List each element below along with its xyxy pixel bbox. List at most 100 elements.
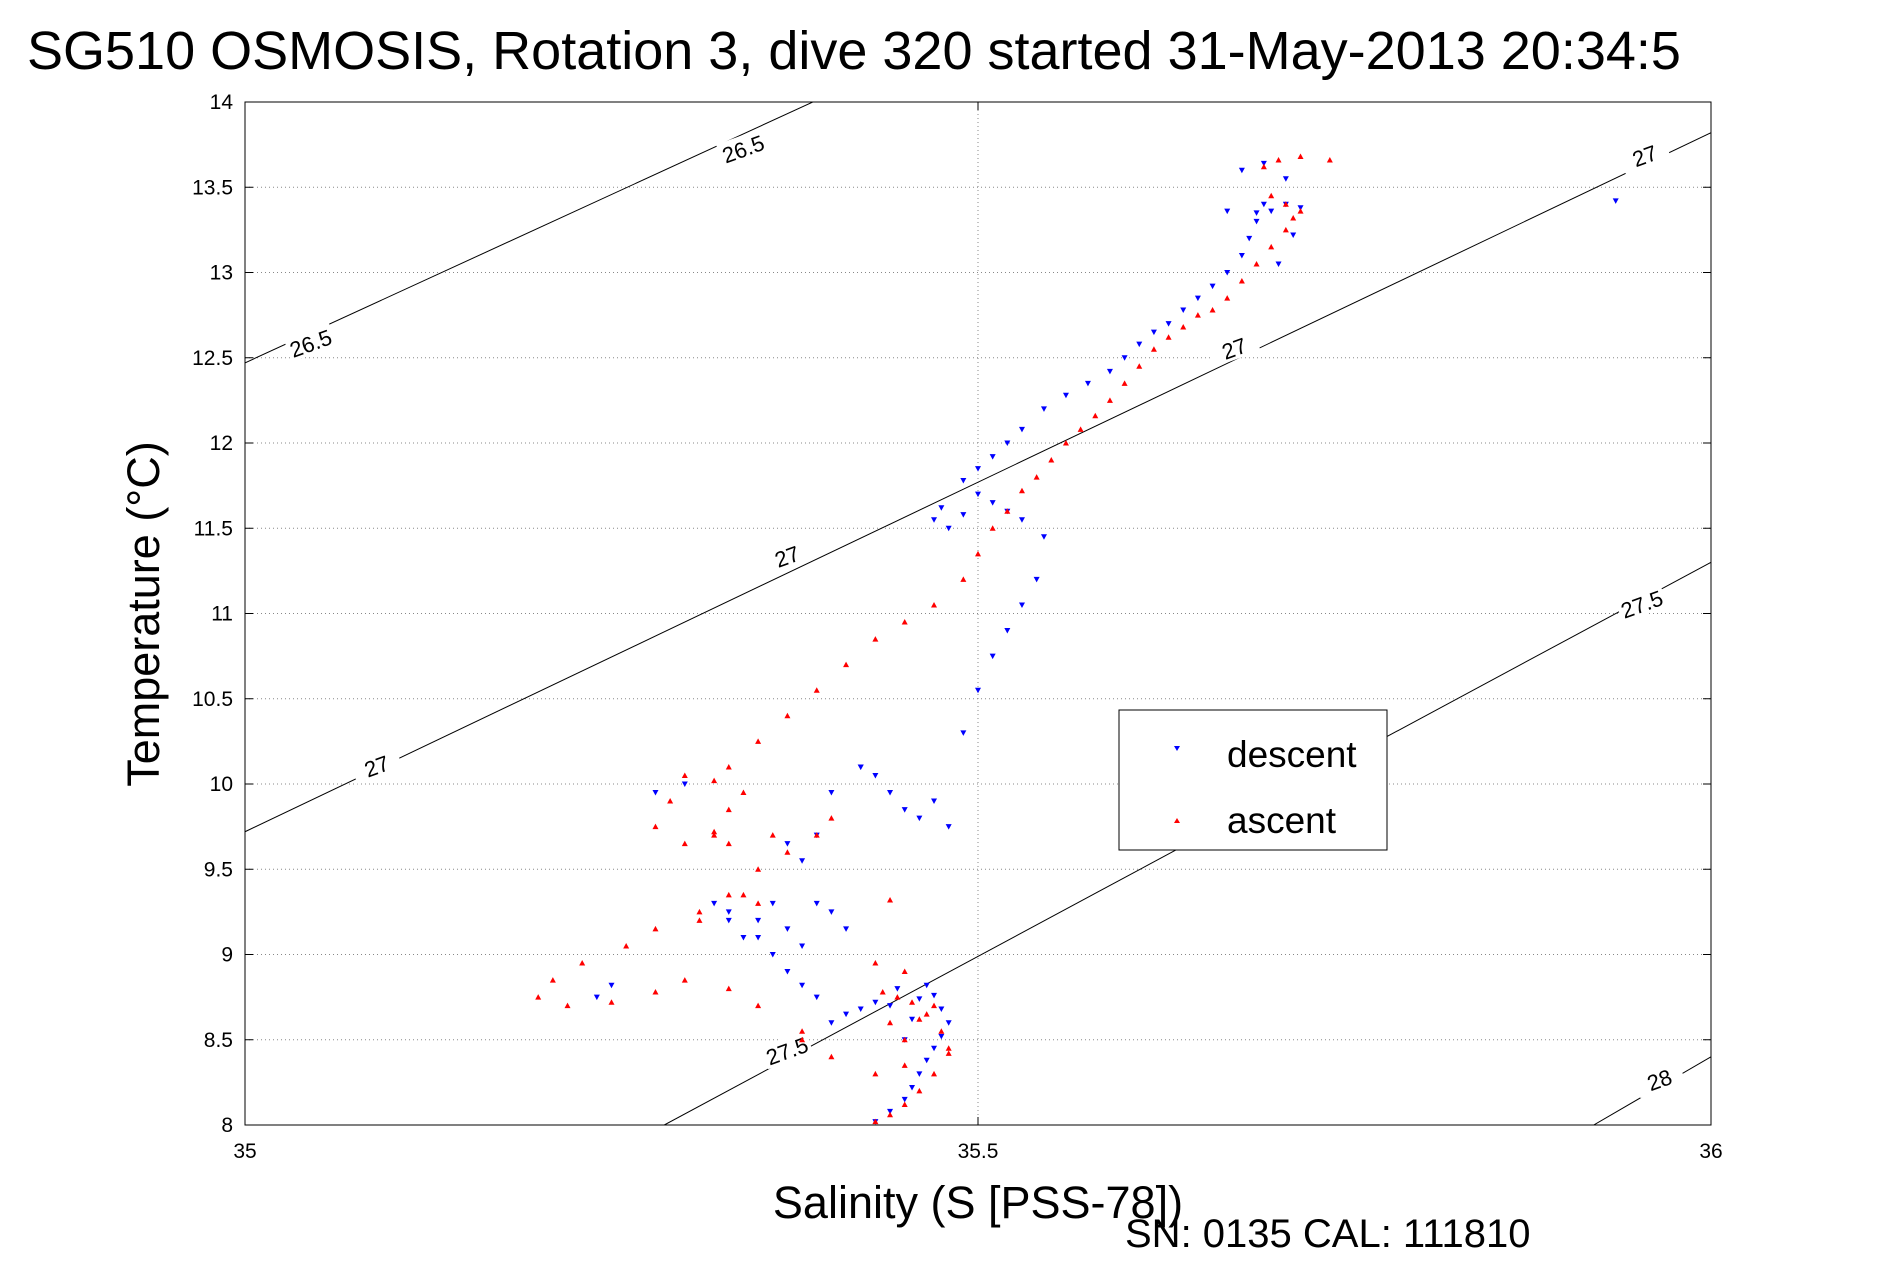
ascent-point (1106, 397, 1113, 403)
ascent-point (769, 832, 776, 838)
descent-point (1040, 406, 1047, 412)
ascent-point (652, 823, 659, 830)
descent-point (593, 994, 600, 1001)
descent-point (989, 500, 996, 506)
axis-ticks: 35 35.5 36 8 8.5 9 9.5 10 10.5 11 11.5 12 12.5 13 13.5… (192, 91, 1723, 1163)
ascent-point (711, 777, 718, 784)
descent-point (923, 982, 930, 989)
descent-point (813, 900, 820, 907)
y-tick-label: 13.5 (192, 176, 233, 199)
x-tick-label: 35.5 (958, 1140, 999, 1163)
descent-point (1246, 235, 1253, 242)
y-tick-label: 10 (210, 773, 233, 796)
y-tick-label: 14 (210, 91, 234, 114)
ascent-point (1326, 156, 1333, 163)
x-tick-label: 35 (233, 1140, 256, 1163)
ascent-point (916, 1016, 923, 1022)
ascent-point (1062, 440, 1069, 446)
y-axis-label: Temperature (°C) (118, 441, 169, 787)
descent-point (989, 653, 996, 660)
ascent-point (1238, 278, 1245, 284)
contour-label-bg (716, 128, 770, 168)
density-contour-27 (245, 132, 1711, 833)
descent-point (857, 1006, 864, 1013)
descent-point (887, 790, 894, 796)
descent-point (828, 909, 835, 915)
y-tick-label: 11 (211, 603, 233, 626)
descent-point (1004, 628, 1011, 634)
descent-point (931, 798, 938, 805)
descent-point (1180, 307, 1187, 314)
ascent-point (755, 900, 762, 906)
ascent-point (916, 1087, 923, 1094)
descent-point (1297, 205, 1304, 211)
ascent-point (564, 1002, 571, 1009)
legend-descent-label: descent (1227, 734, 1357, 775)
descent-point (769, 952, 776, 958)
ascent-point (879, 989, 886, 995)
descent-point (784, 926, 791, 932)
descent-point (931, 1045, 938, 1052)
ascent-point (901, 619, 908, 625)
ascent-point (872, 1118, 879, 1125)
ascent-series (535, 153, 1333, 1125)
descent-point (1084, 380, 1091, 387)
ascent-point (1282, 201, 1289, 207)
x-tick-label: 36 (1699, 1140, 1722, 1163)
ascent-point (1136, 363, 1143, 369)
ascent-point (681, 772, 688, 778)
descent-point (1224, 270, 1231, 276)
ascent-point (901, 1036, 908, 1043)
descent-point (1238, 167, 1245, 174)
legend-ascent-label: ascent (1227, 800, 1337, 841)
ascent-point (975, 550, 981, 557)
descent-point (894, 986, 901, 992)
descent-point (1260, 160, 1267, 167)
x-axis-label: Salinity (S [PSS-78]) (773, 1177, 1183, 1228)
contour-label-bg (760, 1030, 814, 1070)
descent-point (901, 807, 908, 813)
y-tick-label: 12 (210, 432, 233, 455)
contour-label-bg (1614, 583, 1669, 623)
ascent-point (1282, 226, 1289, 233)
descent-point (938, 505, 945, 511)
ascent-point (901, 968, 908, 975)
descent-point (813, 994, 820, 1001)
descent-point (725, 909, 732, 915)
legend: descent ascent (1118, 709, 1388, 851)
ascent-point (1268, 192, 1275, 199)
y-tick-label: 9 (221, 944, 233, 967)
y-tick-label: 11.5 (194, 517, 233, 540)
descent-point (916, 996, 923, 1002)
ascent-point (799, 1028, 806, 1034)
ascent-point (784, 712, 791, 719)
descent-point (755, 934, 762, 941)
ascent-point (681, 840, 688, 847)
descent-point (887, 1108, 894, 1115)
ascent-point (681, 977, 688, 983)
descent-point (945, 824, 952, 830)
ascent-point (1194, 312, 1201, 318)
descent-point (769, 900, 776, 907)
ascent-point (1077, 426, 1084, 432)
ascent-point (887, 1111, 894, 1118)
ascent-point (1224, 295, 1231, 301)
ascent-point (960, 576, 967, 582)
descent-series (593, 160, 1619, 1125)
ascent-point (1180, 324, 1187, 330)
descent-point (938, 1033, 945, 1040)
ascent-point (1297, 208, 1304, 214)
ascent-point (535, 994, 542, 1000)
descent-point (1268, 208, 1275, 215)
ascent-point (901, 1101, 908, 1108)
descent-point (960, 478, 967, 484)
descent-point (1106, 368, 1113, 375)
ascent-point (872, 1070, 879, 1077)
ascent-point (872, 636, 879, 642)
descent-point (799, 858, 806, 864)
descent-point (828, 1020, 835, 1026)
descent-point (681, 781, 688, 787)
serial-calibration-note: SN: 0135 CAL: 111810 (1125, 1212, 1530, 1256)
y-tick-label: 9.5 (204, 858, 233, 881)
